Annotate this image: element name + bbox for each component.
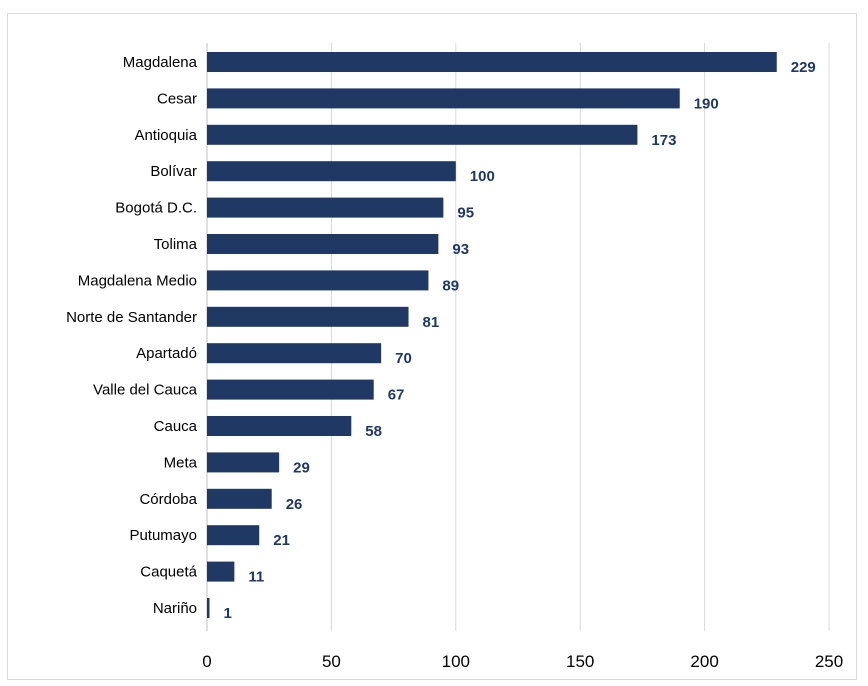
bar: [207, 416, 352, 436]
category-label: Córdoba: [139, 491, 197, 508]
category-label: Cauca: [154, 418, 198, 435]
value-label: 229: [791, 59, 816, 76]
x-tick-label: 150: [566, 652, 594, 671]
bar: [207, 270, 429, 291]
bar-chart: 0 50 100 150 200 250 Magdalena 229 Cesar 190 Anti…: [66, 43, 843, 671]
x-tick-label: 50: [322, 652, 341, 671]
bar: [207, 488, 272, 509]
value-label: 100: [470, 168, 495, 185]
category-label: Norte de Santander: [66, 309, 197, 326]
x-tick-label: 250: [815, 652, 843, 671]
category-label: Magdalena: [123, 54, 198, 71]
value-label: 89: [442, 277, 459, 294]
value-label: 93: [452, 241, 469, 258]
category-label: Bogotá D.C.: [115, 200, 197, 217]
value-label: 67: [388, 387, 405, 404]
value-label: 26: [286, 496, 303, 513]
category-label: Valle del Cauca: [93, 382, 198, 399]
value-label: 11: [248, 569, 264, 586]
category-label: Magdalena Medio: [78, 272, 197, 289]
value-label: 1: [223, 605, 231, 622]
value-label: 190: [694, 95, 719, 112]
value-label: 70: [395, 350, 412, 367]
bar: [207, 452, 280, 473]
category-label: Cesar: [157, 90, 197, 107]
value-label: 173: [651, 132, 676, 149]
bar: [207, 161, 456, 182]
category-label: Apartadó: [136, 345, 197, 362]
bar: [207, 525, 260, 546]
value-label: 58: [365, 423, 382, 440]
bar: [207, 88, 680, 109]
category-label: Tolima: [154, 236, 198, 253]
bar: [207, 197, 444, 218]
category-label: Putumayo: [129, 527, 197, 544]
x-tick-label: 0: [202, 652, 211, 671]
category-label: Nariño: [153, 600, 197, 617]
bar: [207, 52, 777, 72]
category-label: Caquetá: [140, 564, 197, 581]
bar: [207, 343, 382, 364]
value-label: 21: [273, 532, 290, 549]
bar: [207, 234, 439, 254]
bar: [207, 379, 374, 400]
category-label: Meta: [164, 454, 198, 471]
chart-container: 0 50 100 150 200 250 Magdalena 229 Cesar 190 Anti…: [7, 13, 857, 680]
x-tick-label: 100: [442, 652, 470, 671]
value-label: 95: [457, 205, 474, 222]
value-label: 29: [293, 459, 310, 476]
bars: [207, 52, 777, 618]
bar: [207, 306, 409, 327]
category-label: Antioquia: [134, 127, 197, 144]
x-tick-label: 200: [690, 652, 718, 671]
value-label: 81: [423, 314, 440, 331]
category-label: Bolívar: [150, 163, 197, 180]
bar: [207, 561, 235, 582]
labels: Magdalena 229 Cesar 190 Antioquia 173 Bolívar 1…: [66, 54, 816, 622]
bar: [207, 124, 638, 145]
bar: [207, 598, 210, 618]
